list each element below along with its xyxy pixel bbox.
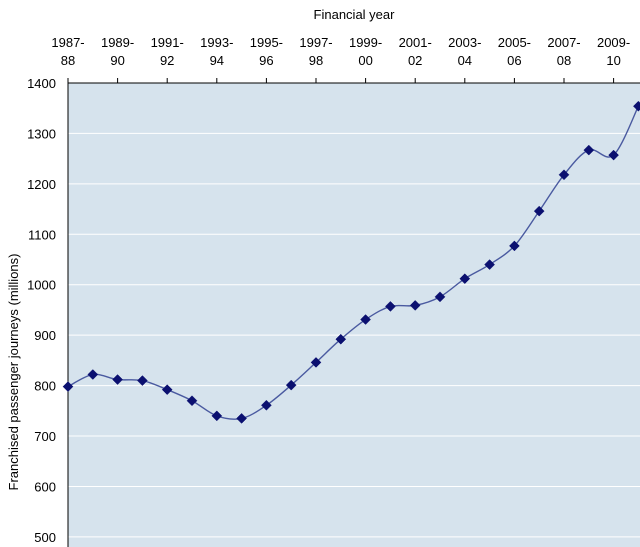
y-tick-label: 1400 <box>27 76 56 91</box>
x-tick-label-line1: 1995- <box>250 35 283 50</box>
plot-background <box>68 83 640 547</box>
x-axis-title: Financial year <box>314 7 396 22</box>
data-point-marker <box>533 205 545 217</box>
x-tick-label-line1: 2007- <box>547 35 580 50</box>
data-point-marker <box>285 379 297 391</box>
data-point-marker <box>112 374 123 385</box>
data-point-marker <box>558 169 570 181</box>
y-axis-ticks: 500 600 700 800 900 1000 1100 1200 1300 1400 <box>27 76 56 545</box>
x-tick-label-line1: 1999- <box>349 35 382 50</box>
y-tick-label: 1300 <box>27 126 56 141</box>
y-tick-label: 1000 <box>27 278 56 293</box>
data-point-marker <box>310 357 322 368</box>
series-group <box>62 100 640 424</box>
plot-frame <box>67 82 640 547</box>
data-point-marker <box>261 399 272 411</box>
x-tick-label-line2: 92 <box>160 53 174 68</box>
y-tick-label: 1100 <box>28 227 56 242</box>
data-point-marker <box>186 395 198 407</box>
data-point-marker <box>484 259 495 270</box>
data-point-marker <box>459 273 471 285</box>
x-tick-label-line2: 08 <box>557 53 571 68</box>
x-tick-label-line1: 2009- <box>597 35 630 50</box>
data-point-marker <box>608 149 619 161</box>
data-point-marker <box>335 333 347 345</box>
data-point-marker <box>87 369 99 380</box>
gridlines <box>68 132 640 538</box>
data-point-marker <box>211 410 223 422</box>
y-tick-label: 600 <box>34 479 56 494</box>
x-axis-ticks: 1987- 88 1989- 90 1991- 92 1993- 94 1995- 96 1997-… <box>51 35 630 83</box>
data-point-marker <box>137 375 148 386</box>
data-point-marker <box>385 301 396 312</box>
y-tick-label: 800 <box>34 379 56 394</box>
x-tick-label-line1: 1993- <box>200 35 233 50</box>
data-point-marker <box>409 300 421 311</box>
y-axis-title: Franchised passenger journeys (millions) <box>6 254 21 491</box>
x-tick-label-line1: 2001- <box>399 35 432 50</box>
x-tick-label-line1: 2003- <box>448 35 481 50</box>
data-point-marker <box>161 384 173 395</box>
x-tick-label-line2: 04 <box>458 53 472 68</box>
data-point-marker <box>583 144 595 156</box>
x-tick-label-line2: 88 <box>61 53 75 68</box>
x-tick-label-line2: 96 <box>259 53 273 68</box>
x-tick-label-line2: 00 <box>358 53 372 68</box>
x-tick-label-line2: 94 <box>210 53 224 68</box>
x-tick-label-line2: 10 <box>606 53 620 68</box>
x-tick-label-line1: 1989- <box>101 35 134 50</box>
x-tick-label-line2: 90 <box>110 53 124 68</box>
y-tick-label: 1200 <box>27 177 56 192</box>
y-tick-label: 700 <box>34 429 56 444</box>
x-tick-label-line1: 2005- <box>498 35 531 50</box>
x-tick-label-line1: 1991- <box>151 35 184 50</box>
x-tick-label-line2: 06 <box>507 53 521 68</box>
data-point-marker <box>62 381 74 392</box>
x-tick-label-line2: 02 <box>408 53 422 68</box>
data-point-marker <box>633 100 640 112</box>
data-point-marker <box>434 291 446 303</box>
data-point-marker <box>509 240 520 252</box>
x-tick-label-line1: 1997- <box>299 35 332 50</box>
y-tick-label: 500 <box>34 530 56 545</box>
y-tick-label: 900 <box>34 328 56 343</box>
data-point-marker <box>236 413 247 424</box>
x-tick-label-line2: 98 <box>309 53 323 68</box>
x-tick-label-line1: 1987- <box>51 35 84 50</box>
data-point-marker <box>360 314 371 325</box>
